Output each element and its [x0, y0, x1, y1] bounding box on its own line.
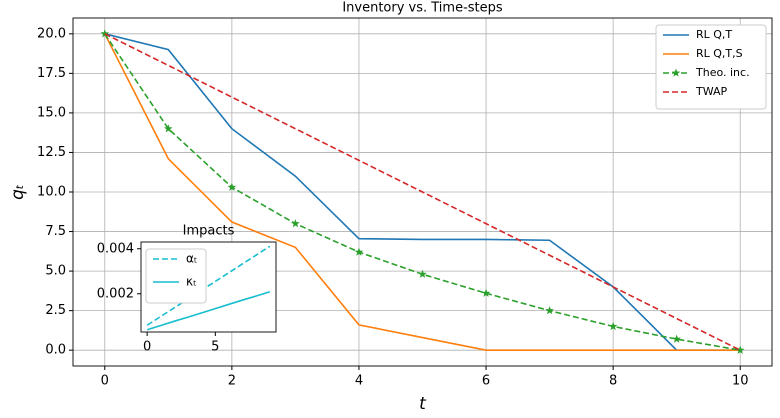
point-marker	[608, 321, 618, 331]
point-marker	[481, 288, 491, 297]
y-tick-label: 7.5	[45, 224, 66, 239]
y-axis-label: qₜ	[8, 184, 28, 200]
y-tick-label: 0.004	[97, 241, 134, 256]
series-line	[104, 33, 741, 351]
point-marker	[354, 247, 364, 256]
legend-label: TWAP	[695, 85, 728, 98]
x-tick-label: 2	[228, 374, 236, 389]
legend-box	[145, 248, 207, 304]
legend-label: Theo. inc.	[695, 66, 750, 79]
point-marker	[164, 124, 173, 133]
point-marker	[100, 29, 110, 38]
point-marker	[545, 306, 554, 315]
x-tick-label: 4	[355, 374, 363, 389]
legend-label: αₜ	[186, 252, 197, 266]
y-tick-label: 0.002	[97, 286, 134, 301]
series-line	[146, 245, 271, 326]
series-line	[146, 290, 271, 331]
y-tick-label: 12.5	[37, 145, 66, 160]
chart-title: Impacts	[183, 224, 235, 239]
x-tick-label: 10	[732, 374, 749, 389]
point-marker	[735, 345, 745, 354]
axes: 0 2 4 6 8 10 0.0 2.5 5.0 7.5 10.0 12.5 15.0 17.5 20.0 I…	[8, 1, 773, 414]
y-tick-label: 0.0	[45, 343, 66, 358]
x-tick-label: 0	[143, 340, 151, 355]
point-marker	[291, 219, 300, 228]
y-tick-label: 17.5	[37, 66, 66, 81]
legend-label: RL Q,T	[696, 28, 732, 41]
axes: 0 5 0.002 0.004 Impacts αₜ κₜ	[97, 224, 277, 355]
series-line	[104, 33, 741, 351]
legend-box	[655, 24, 767, 110]
y-tick-label: 15.0	[37, 105, 66, 120]
y-tick-label: 2.5	[45, 303, 66, 318]
x-tick-label: 8	[609, 374, 617, 389]
series-line	[104, 33, 741, 351]
axes-frame	[140, 241, 277, 333]
legend-label: κₜ	[186, 275, 197, 289]
point-marker	[672, 334, 681, 343]
chart-title: Inventory vs. Time-steps	[342, 1, 503, 16]
legend-label: RL Q,T,S	[696, 47, 743, 60]
x-tick-label: 0	[101, 374, 109, 389]
y-tick-label: 5.0	[45, 264, 66, 279]
point-marker	[227, 182, 237, 191]
y-tick-label: 10.0	[37, 185, 66, 200]
point-marker	[418, 269, 427, 278]
x-tick-label: 5	[211, 340, 219, 355]
legend-marker	[671, 68, 681, 77]
y-tick-label: 20.0	[37, 26, 66, 41]
x-tick-label: 6	[482, 374, 490, 389]
axes-frame	[72, 17, 773, 367]
x-axis-label: t	[419, 394, 427, 414]
